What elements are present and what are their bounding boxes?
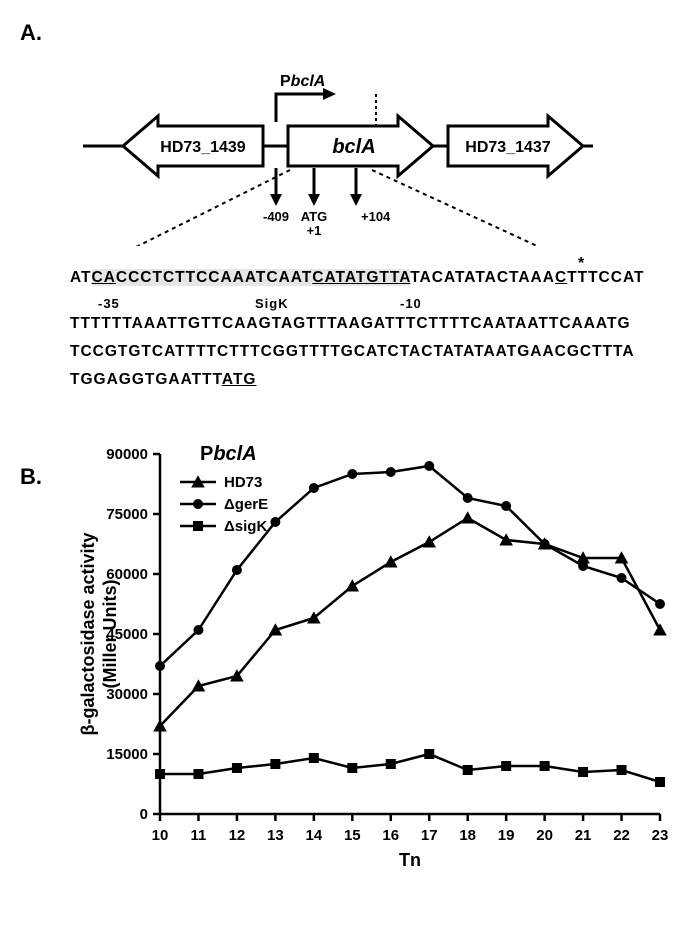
- svg-text:90000: 90000: [106, 446, 148, 463]
- svg-text:PbclA: PbclA: [200, 443, 257, 465]
- svg-text:14: 14: [306, 827, 323, 844]
- gene-center: bclA: [288, 116, 433, 176]
- sequence-block: * ATCACCCTCTTCCAAATCAATCATATGTTATACATATA…: [70, 264, 605, 394]
- panel-a: A. HD73_1439 bclA HD73_1437 PbclA: [20, 20, 655, 394]
- svg-text:17: 17: [421, 827, 438, 844]
- svg-text:16: 16: [382, 827, 399, 844]
- svg-text:15000: 15000: [106, 746, 148, 763]
- seq-line-2: TTTTTTAAATTGTTCAAGTAGTTTAAGATTTCTTTTCAAT…: [70, 310, 605, 338]
- arrow-plus104: +104: [350, 168, 391, 224]
- svg-text:23: 23: [652, 827, 669, 844]
- gene-right: HD73_1437: [448, 116, 583, 176]
- svg-text:ATG: ATG: [300, 209, 326, 224]
- annot-sigk: SigK: [255, 292, 289, 315]
- svg-text:+1: +1: [306, 223, 321, 238]
- svg-text:+104: +104: [361, 209, 391, 224]
- gene-diagram: HD73_1439 bclA HD73_1437 PbclA -409: [68, 46, 608, 246]
- svg-text:18: 18: [459, 827, 476, 844]
- svg-text:19: 19: [498, 827, 515, 844]
- svg-text:0: 0: [140, 806, 148, 823]
- gene-left: HD73_1439: [123, 116, 263, 176]
- svg-text:PbclA: PbclA: [280, 73, 325, 90]
- svg-text:11: 11: [191, 827, 207, 844]
- arrow-minus409: -409: [262, 168, 288, 224]
- seq-line-4: TGGAGGTGAATTTATG: [70, 366, 605, 394]
- svg-text:20: 20: [536, 827, 553, 844]
- svg-text:β-galactosidase activity(Mille: β-galactosidase activity(Miller Units): [80, 532, 120, 735]
- svg-text:15: 15: [344, 827, 361, 844]
- arrow-atg: ATG +1: [300, 168, 326, 238]
- svg-text:22: 22: [613, 827, 630, 844]
- svg-text:ΔgerE: ΔgerE: [224, 496, 268, 513]
- annot-minus10: -10: [400, 292, 422, 315]
- svg-text:ΔsigK: ΔsigK: [224, 518, 267, 535]
- svg-text:Tn: Tn: [399, 850, 421, 870]
- promoter-arrow: PbclA: [276, 73, 336, 122]
- panel-a-label: A.: [20, 20, 655, 46]
- svg-text:75000: 75000: [106, 506, 148, 523]
- panel-b: B. 0150003000045000600007500090000101112…: [20, 424, 655, 879]
- svg-text:-409: -409: [262, 209, 288, 224]
- panel-b-label: B.: [20, 464, 42, 490]
- svg-text:13: 13: [267, 827, 284, 844]
- svg-text:bclA: bclA: [332, 136, 375, 158]
- svg-text:HD73: HD73: [224, 474, 262, 491]
- svg-text:HD73_1437: HD73_1437: [465, 139, 551, 156]
- svg-text:12: 12: [229, 827, 246, 844]
- chart: 0150003000045000600007500090000101112131…: [80, 424, 670, 874]
- annot-minus35: -35: [98, 292, 120, 315]
- tss-star: *: [578, 250, 585, 279]
- svg-text:21: 21: [575, 827, 592, 844]
- svg-text:10: 10: [152, 827, 169, 844]
- svg-text:HD73_1439: HD73_1439: [160, 139, 246, 156]
- seq-line-3: TCCGTGTCATTTTCTTTCGGTTTTGCATCTACTATATAAT…: [70, 338, 605, 366]
